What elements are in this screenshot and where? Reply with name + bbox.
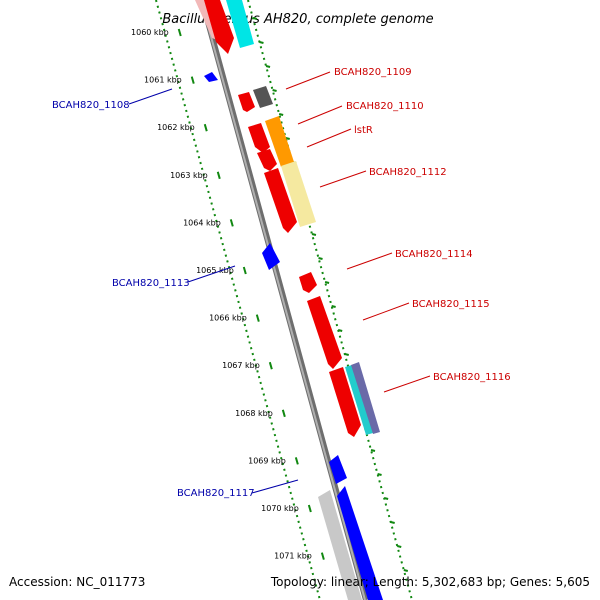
gene-feature-bottom-blue — [337, 486, 383, 600]
gene-feature-bcah820-1115 — [307, 296, 342, 369]
gene-label-bcah820-1108[interactable]: BCAH820_1108 — [52, 100, 130, 111]
ruler-tick — [242, 266, 247, 275]
gene-label-bcah820-1115[interactable]: BCAH820_1115 — [412, 299, 490, 310]
ruler-minor-tick — [390, 521, 395, 524]
gene-label-bcah820-1114[interactable]: BCAH820_1114 — [395, 249, 473, 260]
gene-label-bcah820-1113[interactable]: BCAH820_1113 — [112, 278, 190, 289]
gene-label-lstr[interactable]: lstR — [354, 125, 373, 136]
gene-label-bcah820-1109[interactable]: BCAH820_1109 — [334, 67, 412, 78]
ruler-minor-tick — [324, 281, 330, 284]
ruler-tick — [268, 361, 273, 370]
ruler-tick — [255, 314, 260, 322]
map-title: Bacillus cereus AH820, complete genome — [162, 12, 433, 27]
ruler-tick — [203, 123, 208, 132]
ruler-minor-tick — [318, 257, 323, 260]
ruler-minor-tick — [383, 497, 389, 500]
ruler-tick — [320, 552, 325, 560]
ruler-minor-tick — [377, 473, 382, 476]
ruler-minor-tick — [311, 233, 317, 236]
gene-feature-lstr — [265, 116, 294, 167]
ruler-minor-tick — [396, 545, 402, 548]
ruler-tick-label: 1066 kbp — [209, 314, 247, 323]
ruler-tick-label: 1063 kbp — [170, 171, 208, 180]
ruler-tick-label: 1068 kbp — [235, 409, 273, 418]
gene-feature-bcah820-1113 — [262, 243, 280, 270]
ruler-minor-tick — [370, 449, 376, 452]
gene-feature-pale-yellow — [281, 161, 316, 227]
coordinate-ruler: 1060 kbp 1061 kbp 1062 kbp 1063 kbp 1064 kbp… — [131, 28, 312, 561]
ruler-tick-label: 1071 kbp — [274, 552, 312, 561]
gene-label-bcah820-1117[interactable]: BCAH820_1117 — [177, 488, 255, 499]
ruler-tick — [216, 171, 221, 180]
ruler-tick-label: 1069 kbp — [248, 456, 286, 465]
ruler-tick-label: 1062 kbp — [157, 123, 195, 132]
ruler-tick-label: 1064 kbp — [183, 218, 221, 227]
ruler-tick-label: 1070 kbp — [261, 504, 299, 513]
ruler-minor-tick — [285, 137, 290, 140]
ruler-tick-label: 1061 kbp — [144, 76, 182, 85]
gene-features — [195, 0, 383, 600]
ruler-minor-tick — [265, 65, 271, 68]
genome-info-text: Topology: linear; Length: 5,302,683 bp; … — [270, 575, 590, 589]
gene-feature-bcah820-1112 — [264, 168, 297, 233]
gene-label-bcah820-1116[interactable]: BCAH820_1116 — [433, 372, 511, 383]
ruler-minor-tick — [259, 41, 264, 44]
gene-feature-bcah820-1110 — [238, 92, 255, 112]
gene-label-bcah820-1110[interactable]: BCAH820_1110 — [346, 101, 424, 112]
ruler-tick-label: 1060 kbp — [131, 28, 169, 37]
ruler-minor-tick — [344, 353, 350, 356]
ruler-tick — [190, 76, 195, 84]
ruler-tick-label: 1067 kbp — [222, 361, 260, 370]
ruler-guide-left — [155, 0, 321, 600]
gene-feature-slate-band — [351, 362, 380, 434]
gene-feature-bcah820-1108 — [204, 72, 218, 82]
ruler-minor-tick — [252, 17, 258, 20]
accession-text: Accession: NC_011773 — [9, 575, 145, 589]
gene-labels: BCAH820_1108 BCAH820_1109 BCAH820_1110 l… — [52, 67, 511, 499]
label-leaders — [128, 71, 431, 494]
ruler-tick-label: 1065 kbp — [196, 266, 234, 275]
ruler-tick — [177, 28, 182, 37]
gene-feature-bcah820-1116 — [329, 367, 361, 437]
ruler-tick — [229, 219, 234, 227]
ruler-minor-tick — [331, 305, 336, 308]
gene-label-bcah820-1112[interactable]: BCAH820_1112 — [369, 167, 447, 178]
ruler-guide-right — [247, 0, 413, 600]
gene-feature-bcah820-1117 — [329, 455, 347, 484]
ruler-minor-tick — [272, 89, 277, 92]
gene-feature-top-red — [204, 0, 234, 54]
gene-feature-cluster-red-a — [248, 123, 270, 153]
ruler-tick — [281, 409, 286, 418]
ruler-minor-tick — [278, 113, 284, 116]
gene-feature-cyan-band — [345, 365, 373, 435]
gene-feature-cluster-red-b — [257, 149, 277, 171]
gene-feature-top-cyan — [226, 0, 254, 48]
ruler-tick — [294, 457, 299, 465]
ruler-minor-tick — [337, 329, 343, 332]
gene-feature-bottom-gray — [318, 490, 362, 600]
ruler-minor-tick — [403, 569, 409, 572]
gene-feature-bcah820-1114 — [299, 272, 317, 293]
gene-feature-bcah820-1109 — [253, 86, 273, 108]
ruler-tick — [307, 504, 312, 513]
